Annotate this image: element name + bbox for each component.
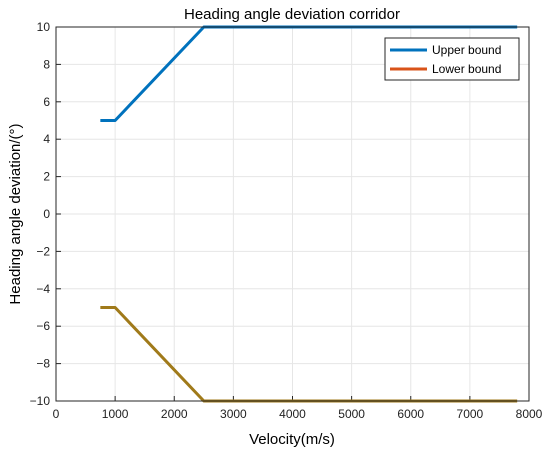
legend: Upper bound Lower bound (384, 37, 520, 81)
plot-area-frame (55, 26, 530, 402)
chart-title: Heading angle deviation corridor (184, 6, 400, 23)
y-tick-label: −10 (30, 394, 51, 408)
y-tick-label: 2 (43, 170, 50, 184)
y-tick-label: −2 (36, 244, 50, 258)
legend-label: Upper bound (432, 43, 501, 57)
x-tick-label: 6000 (397, 407, 424, 421)
x-tick-label: 1000 (102, 407, 129, 421)
x-tick-label: 3000 (220, 407, 247, 421)
y-tick-label: 6 (43, 95, 50, 109)
x-tick-label: 4000 (279, 407, 306, 421)
y-tick-label: −6 (36, 319, 50, 333)
x-axis-ticks: 0 1000 2000 3000 4000 5000 6000 7000 8000 (53, 396, 543, 421)
grid-lines (55, 26, 530, 402)
y-tick-label: −8 (36, 357, 50, 371)
y-tick-label: 4 (43, 132, 50, 146)
x-tick-label: 5000 (338, 407, 365, 421)
y-tick-label: 0 (43, 207, 50, 221)
x-tick-label: 7000 (457, 407, 484, 421)
x-tick-label: 8000 (516, 407, 543, 421)
x-tick-label: 0 (53, 407, 60, 421)
y-tick-label: −4 (36, 282, 50, 296)
x-tick-label: 2000 (161, 407, 188, 421)
y-axis-label: Heading angle deviation/(°) (7, 123, 24, 304)
legend-box (384, 37, 520, 81)
y-tick-label: 10 (37, 20, 51, 34)
y-tick-label: 8 (43, 57, 50, 71)
y-axis-ticks: −10 −8 −6 −4 −2 0 2 4 6 8 10 (30, 20, 61, 408)
series-line-lower-bound (100, 306, 518, 403)
x-axis-label: Velocity(m/s) (249, 431, 335, 448)
legend-label: Lower bound (432, 62, 501, 76)
